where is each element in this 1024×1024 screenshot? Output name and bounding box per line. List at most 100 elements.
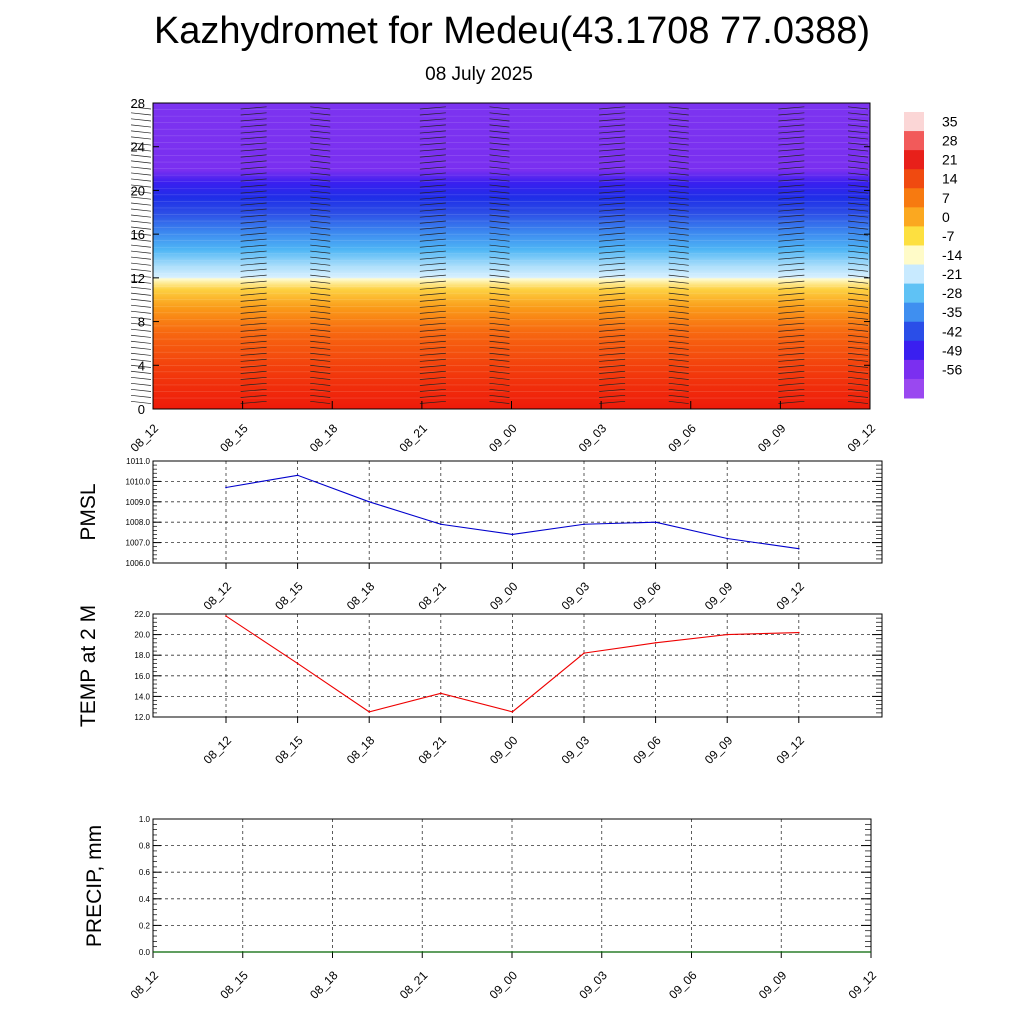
wind-barb — [778, 250, 805, 254]
wind-barb — [240, 196, 267, 200]
wind-barb — [130, 136, 152, 140]
wind-barb — [778, 202, 805, 206]
wind-barb — [668, 232, 689, 236]
wind-barb — [310, 202, 331, 206]
wind-barb — [847, 304, 869, 308]
wind-barb — [778, 256, 805, 260]
data-point — [440, 692, 442, 695]
wind-barb — [847, 130, 869, 134]
wind-barb — [778, 214, 805, 218]
wind-barb — [847, 214, 869, 218]
wind-barb — [778, 286, 805, 290]
wind-barb — [310, 148, 331, 152]
wind-barb — [130, 232, 152, 236]
wind-barb — [599, 214, 626, 218]
data-point — [654, 521, 657, 523]
colorbar-label: -7 — [942, 228, 955, 244]
wind-barb — [310, 178, 331, 182]
colorbar-label: -28 — [942, 285, 962, 301]
wind-barb — [847, 148, 869, 152]
data-point — [726, 537, 728, 540]
wind-barb — [489, 346, 510, 350]
y-tick-label: 0.6 — [139, 868, 151, 877]
wind-barb — [310, 346, 331, 350]
colorbar-label: -21 — [942, 266, 962, 282]
wind-barb — [240, 232, 267, 236]
wind-barb — [310, 262, 331, 266]
wind-barb — [130, 142, 152, 146]
wind-barb — [599, 208, 626, 212]
wind-barb — [130, 178, 152, 182]
wind-barb — [668, 352, 689, 356]
wind-barb — [668, 328, 689, 332]
wind-barb — [778, 148, 805, 152]
chart-subtitle: 08 July 2025 — [425, 64, 533, 85]
wind-barb — [240, 166, 267, 170]
y-tick-label: 20.0 — [134, 631, 150, 640]
wind-barb — [240, 358, 267, 362]
data-point — [583, 523, 585, 526]
wind-barb — [240, 172, 267, 176]
wind-barb — [130, 328, 152, 332]
wind-barb — [668, 322, 689, 326]
wind-barb — [489, 310, 510, 314]
wind-barb — [668, 184, 689, 188]
colorbar-swatch — [904, 131, 924, 151]
wind-barb — [847, 364, 869, 368]
wind-barb — [599, 112, 626, 116]
wind-barb — [130, 304, 152, 308]
wind-barb — [240, 244, 267, 248]
wind-barb — [240, 202, 267, 206]
wind-barb — [778, 112, 805, 116]
wind-barb — [130, 286, 152, 290]
colorbar-swatch — [904, 283, 924, 304]
wind-barb — [130, 214, 152, 218]
wind-barb — [668, 136, 689, 140]
wind-barb — [847, 394, 869, 398]
wind-barb — [419, 370, 446, 374]
wind-barb — [778, 142, 805, 146]
wind-barb — [489, 118, 510, 122]
wind-barb — [668, 376, 689, 380]
wind-barb — [778, 346, 805, 350]
y-tick-label: 1010.0 — [126, 477, 151, 486]
wind-barb — [419, 208, 446, 212]
wind-barb — [847, 124, 869, 128]
colorbar-swatch — [904, 302, 924, 323]
wind-barb — [240, 112, 267, 116]
wind-barb — [310, 190, 331, 194]
wind-barb — [419, 292, 446, 296]
wind-barb — [778, 208, 805, 212]
wind-barb — [419, 382, 446, 386]
wind-barb — [668, 274, 689, 278]
wind-barb — [419, 340, 446, 344]
wind-barb — [599, 256, 626, 260]
y-tick-label: 20 — [131, 183, 145, 198]
wind-barb — [599, 340, 626, 344]
wind-barb — [778, 172, 805, 176]
wind-barb — [668, 292, 689, 296]
wind-barb — [240, 328, 267, 332]
wind-barb — [599, 394, 626, 398]
y-tick-label: 1009.0 — [126, 498, 151, 507]
wind-barb — [599, 262, 626, 266]
wind-barb — [599, 310, 626, 314]
wind-barb — [419, 184, 446, 188]
colorbar-swatch — [904, 150, 924, 170]
wind-barb — [310, 118, 331, 122]
wind-barb — [847, 298, 869, 302]
wind-barb — [310, 244, 331, 248]
wind-barb — [668, 370, 689, 374]
wind-barb — [668, 190, 689, 194]
wind-barb — [240, 118, 267, 122]
wind-barb — [310, 112, 331, 116]
data-point — [511, 533, 514, 536]
y-tick-label: 1011.0 — [126, 457, 150, 466]
wind-barb — [847, 310, 869, 314]
wind-barb — [599, 358, 626, 362]
wind-barb — [130, 370, 152, 374]
wind-barb — [599, 172, 626, 176]
wind-barb — [847, 160, 869, 164]
wind-barb — [310, 388, 331, 392]
